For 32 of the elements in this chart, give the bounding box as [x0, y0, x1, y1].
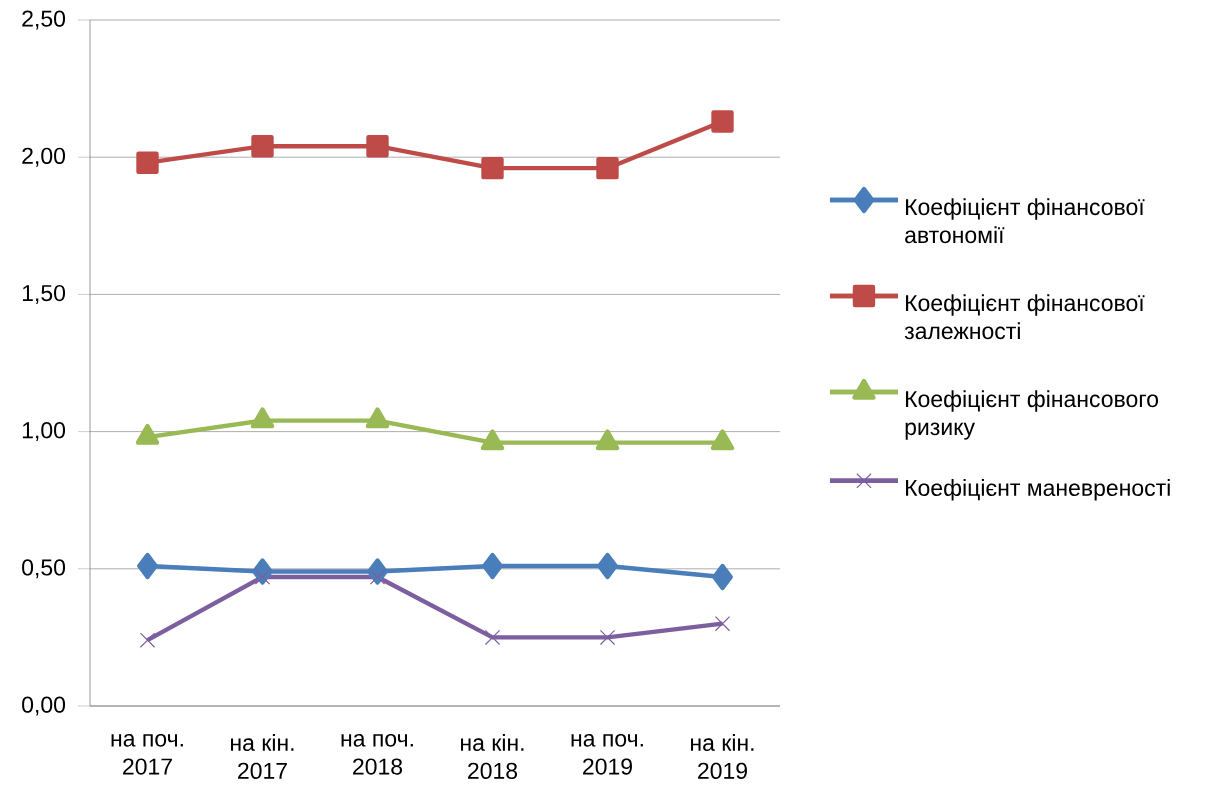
point [597, 552, 618, 580]
point [596, 156, 619, 180]
point [484, 629, 501, 646]
point [254, 569, 271, 585]
x-tick-label: на поч. 2018 [341, 734, 413, 775]
legend-label: Коефіцієнт фінансового ризику [905, 390, 1159, 440]
y-tick-label: 1,00 [22, 422, 66, 442]
y-tick-label: 2,50 [22, 10, 66, 30]
point [711, 110, 734, 133]
x-tick-label: на кін. 2018 [461, 734, 524, 779]
legend-label: Коефіцієнт маневреності [906, 479, 1170, 501]
point [139, 632, 156, 648]
point [712, 563, 733, 591]
x-tick-label: на кін. 2017 [231, 734, 294, 779]
x-tick-label: на кін. 2019 [691, 734, 754, 779]
point [482, 552, 503, 580]
point [366, 135, 389, 158]
y-tick-label: 0,00 [22, 696, 66, 716]
y-tick-label: 2,00 [22, 147, 66, 167]
x-tick-label: на поч. 2017 [111, 734, 183, 775]
legend-label: Коефіцієнт фінансової автономії [905, 198, 1145, 244]
point [136, 151, 159, 174]
point [137, 552, 158, 580]
point [369, 569, 386, 585]
point [481, 156, 504, 180]
point [251, 135, 274, 158]
x-tick-label: на поч. 2019 [571, 734, 643, 775]
point [714, 616, 731, 632]
point [599, 629, 616, 646]
y-tick-label: 0,50 [22, 559, 66, 579]
y-tick-label: 1,50 [22, 284, 66, 304]
legend-label: Коефіцієнт фінансової залежності [904, 294, 1145, 340]
